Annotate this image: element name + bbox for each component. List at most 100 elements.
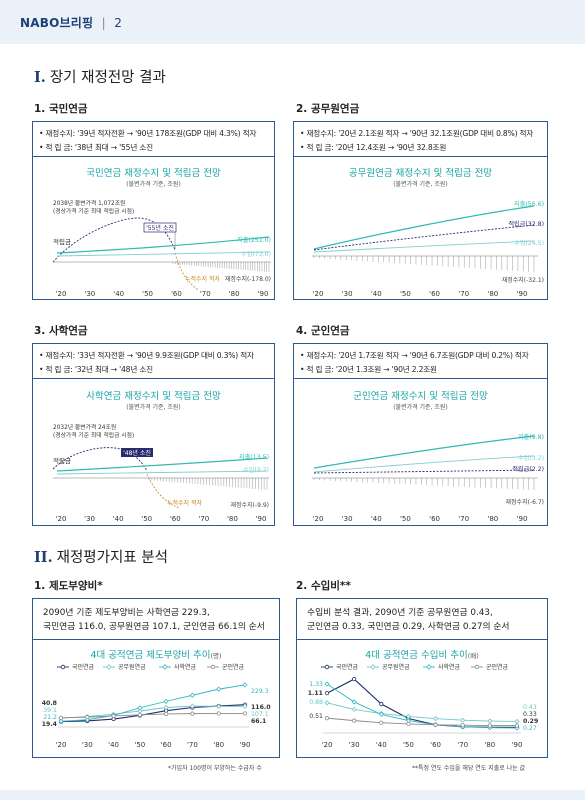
index-1-chart: 국민연금 공무원연금 사학연금 군인연금 40.839.121.219.4 229.3 11…	[42, 663, 272, 749]
p3-tick-5: '70	[198, 515, 209, 523]
p4-tick-6: '80	[487, 515, 498, 523]
p2-tick-6: '80	[487, 290, 498, 298]
i2-end-label-3: 0.27	[523, 725, 537, 732]
i2-point-1-7	[514, 718, 520, 725]
i1-point-1-4	[163, 704, 169, 711]
i2-legend-label-0: 국민연금	[336, 663, 359, 671]
panel-3-box: • 재정수지: '33년 적자전환 → '90년 9.9조원(GDP 대비 0.…	[32, 343, 275, 526]
i1-series-line-1	[60, 705, 246, 719]
i2-point-2-1	[351, 699, 357, 705]
p1-exhaust-label: '55년 소진	[146, 224, 174, 232]
panel-2-chart: 지출(56.6) 적립금(32.8) 수입(24.5) 재정수지(-32.1) '20 '…	[312, 200, 544, 298]
i2-point-0-0	[324, 691, 330, 696]
i1-end-label-2: 107.1	[251, 711, 269, 718]
i1-tick-7: '90	[240, 741, 251, 749]
panel-1-bullet-1: • 재정수지: '39년 적자전환 → '90년 178조원(GDP 대비 4.…	[39, 129, 257, 138]
i2-point-3-0	[324, 716, 330, 721]
i1-point-2-7	[242, 682, 248, 688]
i2-point-1-5	[460, 717, 466, 723]
p3-inflow-label: 수입(3.7)	[243, 466, 269, 474]
p3-tick-7: '90	[256, 515, 267, 523]
p4-outflow-line	[313, 435, 535, 469]
header-title: NABO브리핑 | 2	[20, 16, 123, 30]
p1-annotation-2: (경상가격 기준 최대 적립금 시점)	[53, 207, 134, 215]
p2-tick-2: '40	[371, 290, 382, 298]
p1-annotation-1: 2038년 불변가격 1,072조원	[53, 199, 125, 207]
i2-legend-marker-3	[474, 664, 480, 670]
index-2-chart: 국민연금 공무원연금 사학연금 군인연금 1.33 1.11 0.88 0.51 0.430.3…	[308, 663, 539, 749]
p1-inflow-line	[56, 251, 270, 257]
i1-series-line-2	[60, 684, 246, 722]
section-title-2: II. 재정평가지표 분석	[34, 549, 168, 566]
i2-point-3-1	[352, 718, 357, 723]
p1-reserve-line	[52, 217, 176, 263]
i2-point-1-0	[324, 700, 330, 706]
p3-balance-label: 재정수지(-9.9)	[231, 501, 269, 509]
i1-point-3-0	[58, 715, 64, 720]
p2-tick-0: '20	[313, 290, 324, 298]
i1-point-3-1	[85, 715, 90, 720]
i1-point-3-2	[111, 713, 116, 719]
panel-4-chart: 지출(9.8) 수입(3.2) 적립금(2.2) 재정수지(-6.7) '20 '30 '4…	[312, 433, 544, 523]
i1-legend-marker-3	[210, 664, 216, 670]
panel-4-heading: 4. 군인연금	[296, 325, 350, 337]
p2-inflow-line	[313, 240, 535, 253]
index-2-text-1: 수입비 분석 결과, 2090년 기준 공무원연금 0.43,	[307, 608, 493, 618]
panel-3-bullet-1: • 재정수지: '33년 적자전환 → '90년 9.9조원(GDP 대비 0.…	[39, 351, 254, 360]
i2-legend-marker-1	[370, 664, 376, 670]
index-1-text-1: 2090년 기준 제도부양비는 사학연금 229.3,	[43, 608, 210, 618]
p4-balance-label: 재정수지(-6.7)	[506, 498, 544, 506]
i2-start-label-3: 0.51	[309, 713, 323, 720]
panel-3-chart: 2032년 불변가격 24조원(경상가격 기준 최대 적립금 시점) 적립금 '48…	[52, 423, 269, 523]
i1-point-1-7	[242, 703, 248, 709]
p3-annotation-1: 2032년 불변가격 24조원	[53, 423, 116, 431]
p1-tick-3: '50	[142, 290, 153, 298]
i1-point-2-5	[189, 692, 195, 698]
i1-legend-label-3: 군인연금	[222, 663, 245, 671]
index-1-text-2: 국민연금 116.0, 공무원연금 107.1, 군인연금 66.1의 순서	[43, 622, 265, 632]
p2-reserve-label: 적립금(32.8)	[508, 220, 544, 228]
i2-point-3-6	[487, 723, 492, 728]
panel-2-chart-subtitle: (불변가격 기준, 조원)	[393, 181, 448, 188]
p2-tick-3: '50	[400, 290, 411, 298]
p1-exhaust-box	[143, 222, 177, 233]
i1-tick-1: '30	[82, 741, 93, 749]
p1-tick-6: '80	[229, 290, 240, 298]
i1-legend-label-0: 국민연금	[72, 663, 95, 671]
p2-tick-7: '90	[517, 290, 528, 298]
index-1-chart-title: 4대 공적연금 제도부양비 추이(명)	[90, 650, 222, 661]
p4-reserve-line	[313, 469, 535, 474]
p1-accum-line	[174, 252, 199, 291]
i1-end-label-0: 229.3	[251, 688, 269, 695]
p4-tick-3: '50	[400, 515, 411, 523]
i1-end-label-1: 116.0	[251, 704, 271, 711]
p1-tick-2: '40	[113, 290, 124, 298]
panel-1-chart-title: 국민연금 재정수지 및 적립금 전망	[86, 168, 221, 179]
panel-2-heading: 2. 공무원연금	[296, 103, 360, 115]
i1-legend-marker-1	[106, 664, 112, 670]
p4-outflow-label: 지출(9.8)	[518, 433, 544, 441]
i2-tick-0: '20	[322, 741, 333, 749]
p1-accum-label: 누적수지 적자	[185, 275, 221, 283]
p4-tick-5: '70	[458, 515, 469, 523]
index-2-text-2: 군인연금 0.33, 국민연금 0.29, 사학연금 0.27의 순서	[307, 622, 510, 632]
i2-point-0-2	[379, 701, 384, 707]
p2-outflow-line	[313, 205, 535, 250]
p4-inflow-label: 수입(3.2)	[518, 454, 544, 462]
i2-series-line-3	[326, 717, 517, 727]
i2-point-3-5	[460, 723, 465, 728]
p4-tick-4: '60	[429, 515, 440, 523]
i2-tick-2: '40	[376, 741, 387, 749]
panel-4-chart-subtitle: (불변가격 기준, 조원)	[393, 404, 448, 411]
i1-point-3-7	[242, 711, 248, 716]
i2-point-2-7	[514, 725, 520, 731]
p3-tick-6: '80	[227, 515, 238, 523]
section-title-1: I. 장기 재정전망 결과	[34, 69, 166, 86]
index-1-box: 2090년 기준 제도부양비는 사학연금 229.3, 국민연금 116.0, …	[32, 598, 280, 758]
panel-2-bullet-2: • 적 립 금: '20년 12.4조원 → '90년 32.8조원	[300, 143, 447, 152]
panel-3-chart-title: 사학연금 재정수지 및 적립금 전망	[86, 391, 221, 402]
i1-point-3-4	[164, 711, 169, 717]
p1-outflow-line	[56, 236, 270, 254]
index-2-footnote: **특정 연도 수입을 해당 연도 지출로 나눈 값	[412, 765, 526, 772]
